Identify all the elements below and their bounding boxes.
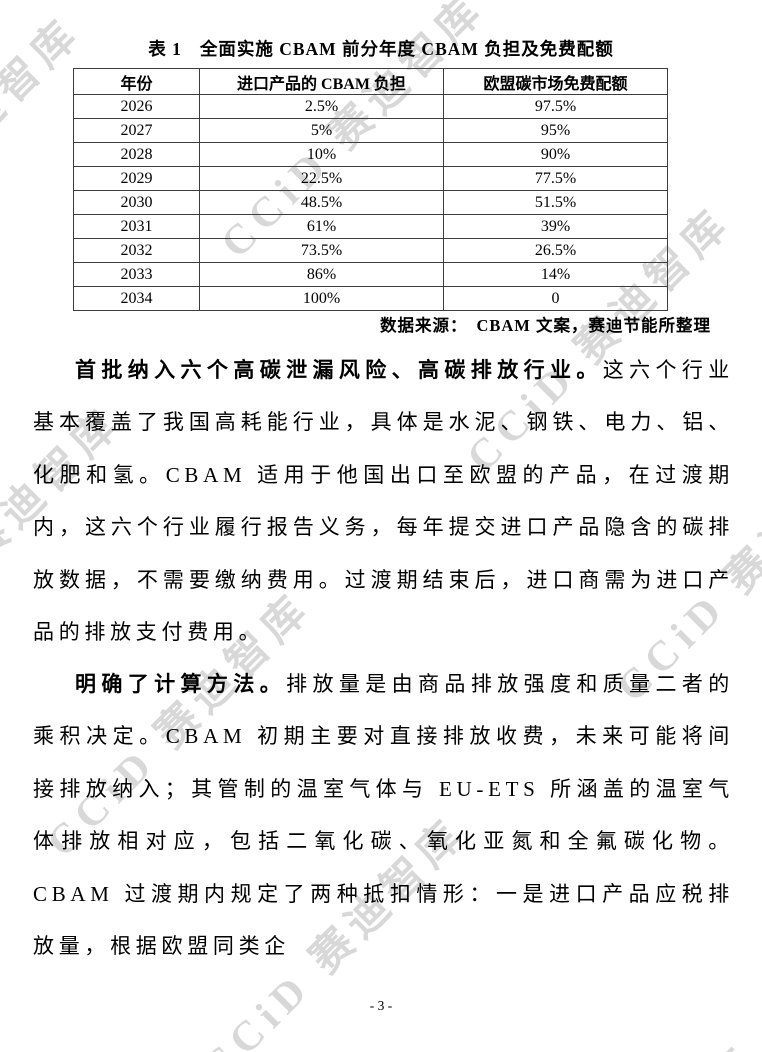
- cell-year: 2030: [73, 190, 200, 215]
- cell-burden: 73.5%: [199, 238, 444, 263]
- table-title: 表 1 全面实施 CBAM 前分年度 CBAM 负担及免费配额: [0, 36, 762, 61]
- cell-quota: 90%: [443, 142, 668, 167]
- cell-year: 2026: [73, 94, 200, 119]
- page-number: - 3 -: [369, 998, 393, 1013]
- column-header-year: 年份: [73, 68, 200, 95]
- cell-year: 2033: [73, 262, 200, 287]
- table-row: 2031 61% 39%: [73, 214, 668, 239]
- cell-quota: 26.5%: [443, 238, 668, 263]
- table-row: 2027 5% 95%: [73, 118, 668, 143]
- table-row: 2033 86% 14%: [73, 262, 668, 287]
- cell-burden: 22.5%: [199, 166, 444, 191]
- paragraph-body-text: 这六个行业基本覆盖了我国高耗能行业，具体是水泥、钢铁、电力、铝、化肥和氢。CBA…: [33, 358, 734, 645]
- table-row: 2028 10% 90%: [73, 142, 668, 167]
- cell-year: 2028: [73, 142, 200, 167]
- cell-burden: 2.5%: [199, 94, 444, 119]
- cell-burden: 61%: [199, 214, 444, 239]
- table-row: 2029 22.5% 77.5%: [73, 166, 668, 191]
- cell-quota: 51.5%: [443, 190, 668, 215]
- paragraph-body-text: 排放量是由商品排放强度和质量二者的乘积决定。CBAM 初期主要对直接排放收费，未…: [33, 672, 734, 959]
- cell-quota: 77.5%: [443, 166, 668, 191]
- cell-year: 2032: [73, 238, 200, 263]
- cell-burden: 100%: [199, 286, 444, 311]
- data-source-note: 数据来源： CBAM 文案，赛迪节能所整理: [380, 312, 711, 336]
- data-source-text: CBAM 文案，赛迪节能所整理: [476, 316, 711, 335]
- paragraph-sectors: 首批纳入六个高碳泄漏风险、高碳排放行业。这六个行业基本覆盖了我国高耗能行业，具体…: [33, 344, 734, 658]
- cell-year: 2027: [73, 118, 200, 143]
- table-row: 2026 2.5% 97.5%: [73, 94, 668, 119]
- paragraph-calculation: 明确了计算方法。排放量是由商品排放强度和质量二者的乘积决定。CBAM 初期主要对…: [33, 658, 734, 972]
- table-row: 2032 73.5% 26.5%: [73, 238, 668, 263]
- cell-year: 2029: [73, 166, 200, 191]
- cell-year: 2031: [73, 214, 200, 239]
- cell-quota: 97.5%: [443, 94, 668, 119]
- cell-burden: 10%: [199, 142, 444, 167]
- cell-quota: 0: [443, 286, 668, 311]
- cbam-allocation-table: 年份 进口产品的 CBAM 负担 欧盟碳市场免费配额 2026 2.5% 97.…: [73, 68, 668, 311]
- data-source-label: 数据来源：: [379, 316, 468, 335]
- paragraph-lead-bold: 明确了计算方法。: [75, 672, 287, 696]
- cell-burden: 48.5%: [199, 190, 444, 215]
- cell-burden: 5%: [199, 118, 444, 143]
- paragraph-lead-bold: 首批纳入六个高碳泄漏风险、高碳排放行业。: [75, 358, 603, 382]
- table-title-text: 全面实施 CBAM 前分年度 CBAM 负担及免费配额: [199, 39, 614, 59]
- table-title-label: 表 1: [148, 39, 182, 59]
- table-row: 2030 48.5% 51.5%: [73, 190, 668, 215]
- column-header-burden: 进口产品的 CBAM 负担: [199, 68, 444, 95]
- cell-burden: 86%: [199, 262, 444, 287]
- table-row: 2034 100% 0: [73, 286, 668, 311]
- table-header-row: 年份 进口产品的 CBAM 负担 欧盟碳市场免费配额: [73, 68, 668, 95]
- cell-quota: 95%: [443, 118, 668, 143]
- column-header-quota: 欧盟碳市场免费配额: [443, 68, 668, 95]
- cell-year: 2034: [73, 286, 200, 311]
- cell-quota: 14%: [443, 262, 668, 287]
- cell-quota: 39%: [443, 214, 668, 239]
